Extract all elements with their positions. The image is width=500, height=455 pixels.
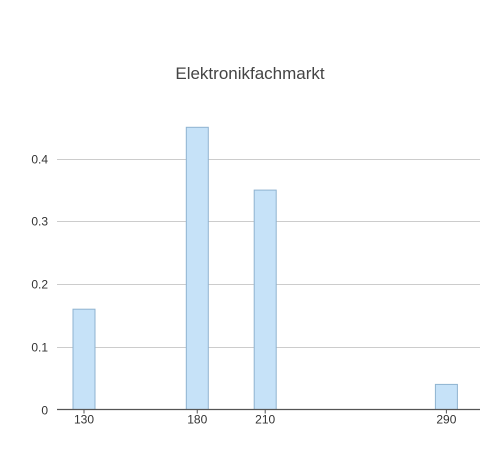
x-tick-label: 290: [436, 413, 456, 427]
chart-title: Elektronikfachmarkt: [175, 64, 325, 83]
x-tick-label: 130: [74, 413, 94, 427]
y-tick-label: 0.3: [31, 215, 48, 229]
y-tick-label: 0.4: [31, 153, 48, 167]
bar-290[interactable]: [434, 383, 458, 410]
y-tick-labels: 0 0.1 0.2 0.3 0.4: [31, 153, 48, 418]
y-tick-label: 0: [41, 404, 48, 418]
bar-210[interactable]: [253, 189, 277, 410]
x-tick-labels: 130 180 210 290: [74, 413, 457, 427]
x-tick-label: 180: [187, 413, 207, 427]
axis-layer: [57, 408, 480, 414]
x-tick-label: 210: [255, 413, 275, 427]
bar-130[interactable]: [72, 308, 96, 411]
bar-layer: [72, 126, 458, 411]
y-tick-label: 0.2: [31, 278, 48, 292]
y-tick-label: 0.1: [31, 341, 48, 355]
bar-180[interactable]: [185, 126, 209, 411]
